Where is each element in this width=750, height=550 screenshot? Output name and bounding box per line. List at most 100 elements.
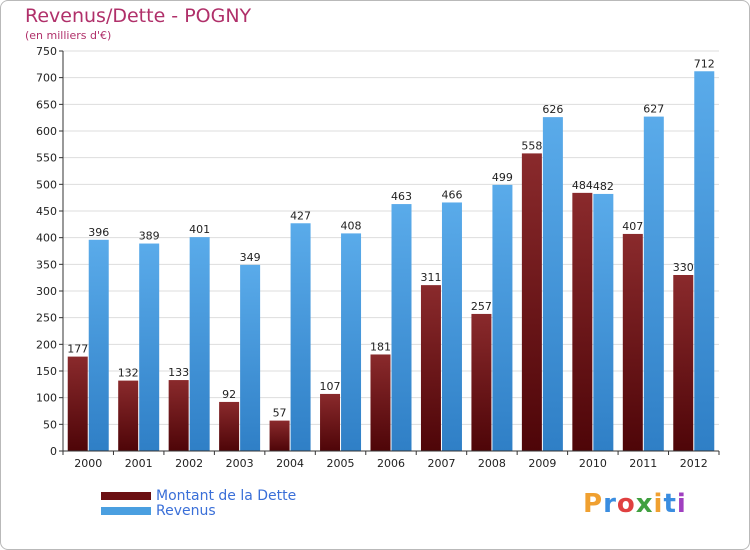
data-label-revenue: 463 bbox=[391, 190, 412, 203]
y-tick-label: 250 bbox=[36, 312, 57, 325]
legend-swatch-revenue bbox=[101, 506, 151, 515]
x-tick-label: 2001 bbox=[125, 457, 153, 470]
bar-revenue bbox=[189, 237, 210, 451]
y-tick-label: 650 bbox=[36, 98, 57, 111]
y-tick-label: 300 bbox=[36, 285, 57, 298]
data-label-revenue: 627 bbox=[643, 103, 664, 116]
data-label-debt: 330 bbox=[673, 261, 694, 274]
data-label-revenue: 626 bbox=[542, 103, 563, 116]
brand-logo-letter: i bbox=[676, 489, 687, 519]
y-tick-label: 200 bbox=[36, 338, 57, 351]
x-tick-label: 2009 bbox=[528, 457, 556, 470]
data-label-revenue: 396 bbox=[88, 226, 109, 239]
bar-revenue bbox=[441, 202, 462, 451]
y-tick-label: 0 bbox=[50, 445, 57, 458]
brand-logo-letter: i bbox=[653, 489, 664, 519]
bar-revenue bbox=[542, 117, 563, 451]
data-label-revenue: 712 bbox=[694, 57, 715, 70]
bar-debt bbox=[420, 285, 441, 451]
bar-revenue bbox=[643, 116, 664, 451]
bar-debt bbox=[118, 380, 139, 451]
brand-logo-letter: t bbox=[663, 489, 677, 519]
data-label-debt: 484 bbox=[572, 179, 593, 192]
data-label-debt: 558 bbox=[521, 139, 542, 152]
bar-debt bbox=[168, 380, 189, 451]
bar-revenue bbox=[290, 223, 311, 451]
bar-debt bbox=[572, 192, 593, 451]
x-tick-label: 2000 bbox=[74, 457, 102, 470]
bar-revenue bbox=[694, 71, 715, 452]
y-tick-label: 450 bbox=[36, 205, 57, 218]
brand-logo-letter: x bbox=[635, 489, 654, 519]
bar-revenue bbox=[240, 264, 261, 451]
data-label-revenue: 349 bbox=[240, 251, 261, 264]
data-label-debt: 257 bbox=[471, 300, 492, 313]
x-tick-label: 2007 bbox=[427, 457, 455, 470]
bar-debt bbox=[673, 275, 694, 451]
data-label-debt: 177 bbox=[67, 343, 88, 356]
data-label-revenue: 427 bbox=[290, 209, 311, 222]
bar-debt bbox=[219, 401, 240, 451]
data-label-debt: 92 bbox=[222, 388, 236, 401]
bar-debt bbox=[67, 356, 88, 451]
y-tick-label: 600 bbox=[36, 125, 57, 138]
data-label-revenue: 408 bbox=[341, 219, 362, 232]
data-label-debt: 132 bbox=[118, 367, 139, 380]
data-label-debt: 133 bbox=[168, 366, 189, 379]
y-tick-label: 550 bbox=[36, 152, 57, 165]
y-tick-label: 750 bbox=[36, 45, 57, 58]
bar-debt bbox=[521, 153, 542, 451]
bar-debt bbox=[370, 354, 391, 451]
x-tick-label: 2011 bbox=[629, 457, 657, 470]
x-tick-label: 2003 bbox=[226, 457, 254, 470]
brand-logo-letter: P bbox=[583, 489, 604, 519]
y-tick-label: 700 bbox=[36, 72, 57, 85]
data-label-revenue: 482 bbox=[593, 180, 614, 193]
data-label-debt: 407 bbox=[622, 220, 643, 233]
y-tick-label: 50 bbox=[43, 418, 57, 431]
y-tick-label: 500 bbox=[36, 178, 57, 191]
data-label-revenue: 401 bbox=[189, 223, 210, 236]
y-tick-label: 100 bbox=[36, 392, 57, 405]
bar-revenue bbox=[341, 233, 362, 451]
legend-label-revenue: Revenus bbox=[156, 502, 216, 519]
x-tick-label: 2004 bbox=[276, 457, 304, 470]
y-tick-label: 400 bbox=[36, 232, 57, 245]
bar-revenue bbox=[391, 204, 412, 451]
x-tick-label: 2008 bbox=[478, 457, 506, 470]
legend: Montant de la Dette Revenus bbox=[101, 487, 297, 519]
x-tick-label: 2006 bbox=[377, 457, 405, 470]
x-tick-label: 2005 bbox=[327, 457, 355, 470]
x-tick-label: 2002 bbox=[175, 457, 203, 470]
legend-item-debt: Montant de la Dette bbox=[101, 487, 297, 504]
data-label-debt: 181 bbox=[370, 340, 391, 353]
y-tick-label: 350 bbox=[36, 258, 57, 271]
data-label-revenue: 466 bbox=[441, 188, 462, 201]
x-tick-label: 2010 bbox=[579, 457, 607, 470]
data-label-revenue: 499 bbox=[492, 171, 513, 184]
bar-debt bbox=[471, 313, 492, 451]
data-label-debt: 311 bbox=[420, 271, 441, 284]
data-label-revenue: 389 bbox=[139, 230, 160, 243]
bar-revenue bbox=[88, 239, 109, 451]
bar-debt bbox=[269, 420, 290, 451]
brand-logo-letter: o bbox=[616, 489, 636, 519]
legend-swatch-debt bbox=[101, 491, 151, 500]
legend-label-debt: Montant de la Dette bbox=[156, 487, 297, 504]
chart-title: Revenus/Dette - POGNY bbox=[25, 5, 252, 27]
bar-revenue bbox=[492, 184, 513, 451]
y-tick-label: 150 bbox=[36, 365, 57, 378]
bar-debt bbox=[622, 233, 643, 451]
legend-item-revenue: Revenus bbox=[101, 502, 296, 519]
data-label-debt: 107 bbox=[320, 380, 341, 393]
bar-revenue bbox=[593, 193, 614, 451]
chart-subtitle: (en milliers d'€) bbox=[25, 29, 112, 42]
data-label-debt: 57 bbox=[273, 407, 287, 420]
brand-logo-letter: r bbox=[603, 489, 617, 519]
bar-debt bbox=[320, 393, 341, 451]
bar-revenue bbox=[139, 243, 160, 451]
x-tick-label: 2012 bbox=[680, 457, 708, 470]
brand-logo: Proxiti bbox=[583, 489, 687, 519]
